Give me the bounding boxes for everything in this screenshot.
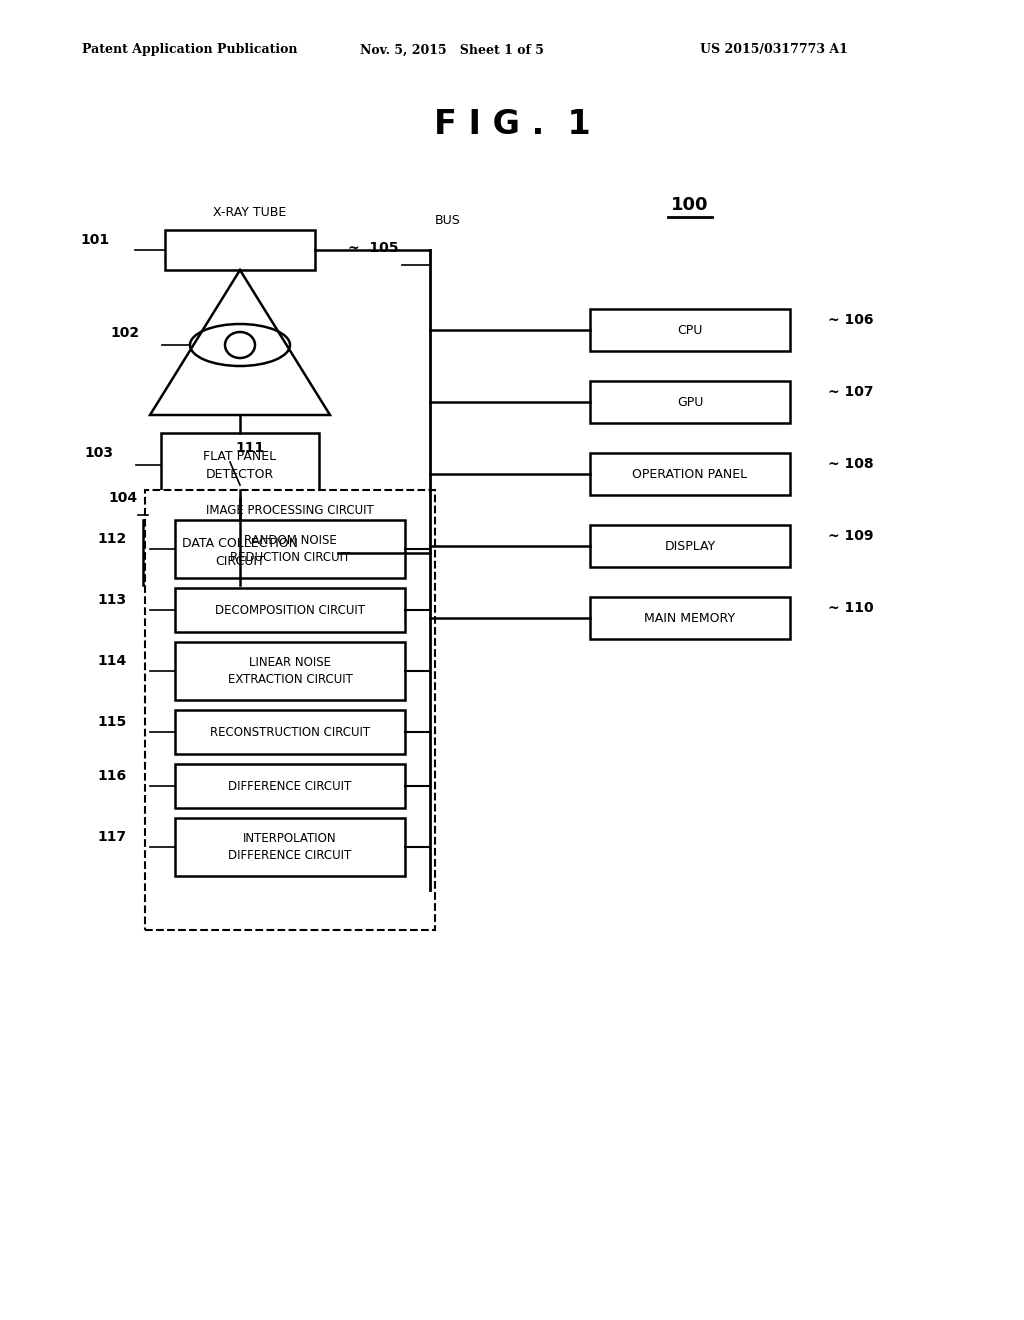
Text: INTERPOLATION
DIFFERENCE CIRCUIT: INTERPOLATION DIFFERENCE CIRCUIT bbox=[228, 832, 351, 862]
Bar bbox=[165, 230, 315, 271]
Text: ~ 110: ~ 110 bbox=[828, 601, 873, 615]
Text: 113: 113 bbox=[98, 593, 127, 607]
Text: 115: 115 bbox=[97, 715, 127, 729]
Text: LINEAR NOISE
EXTRACTION CIRCUIT: LINEAR NOISE EXTRACTION CIRCUIT bbox=[227, 656, 352, 686]
Text: RANDOM NOISE
REDUCTION CIRCUIT: RANDOM NOISE REDUCTION CIRCUIT bbox=[229, 535, 350, 564]
Bar bbox=[175, 818, 406, 876]
Text: 103: 103 bbox=[84, 446, 113, 459]
Text: Nov. 5, 2015   Sheet 1 of 5: Nov. 5, 2015 Sheet 1 of 5 bbox=[360, 44, 544, 57]
Text: 117: 117 bbox=[98, 830, 127, 843]
Text: FLAT PANEL
DETECTOR: FLAT PANEL DETECTOR bbox=[204, 450, 276, 480]
Text: ~ 108: ~ 108 bbox=[828, 457, 873, 471]
Bar bbox=[175, 587, 406, 632]
Text: F I G .  1: F I G . 1 bbox=[434, 108, 590, 141]
Text: 104: 104 bbox=[109, 491, 137, 506]
Text: 101: 101 bbox=[81, 234, 110, 247]
Bar bbox=[175, 764, 406, 808]
Bar bbox=[590, 381, 790, 422]
Text: 114: 114 bbox=[97, 653, 127, 668]
Text: DATA COLLECTION
CIRCUIT: DATA COLLECTION CIRCUIT bbox=[182, 537, 298, 568]
Text: 111: 111 bbox=[234, 441, 264, 455]
Text: ~ 109: ~ 109 bbox=[828, 529, 873, 543]
Text: US 2015/0317773 A1: US 2015/0317773 A1 bbox=[700, 44, 848, 57]
Bar bbox=[590, 309, 790, 351]
Text: ~ 107: ~ 107 bbox=[828, 385, 873, 399]
Bar bbox=[142, 520, 338, 585]
Text: RECONSTRUCTION CIRCUIT: RECONSTRUCTION CIRCUIT bbox=[210, 726, 370, 738]
Bar bbox=[590, 597, 790, 639]
Text: GPU: GPU bbox=[677, 396, 703, 408]
Text: DISPLAY: DISPLAY bbox=[665, 540, 716, 553]
Text: IMAGE PROCESSING CIRCUIT: IMAGE PROCESSING CIRCUIT bbox=[206, 503, 374, 516]
Text: DIFFERENCE CIRCUIT: DIFFERENCE CIRCUIT bbox=[228, 780, 351, 792]
Text: MAIN MEMORY: MAIN MEMORY bbox=[644, 611, 735, 624]
Bar bbox=[145, 490, 435, 931]
Text: ~  105: ~ 105 bbox=[347, 242, 398, 255]
Bar bbox=[161, 433, 319, 498]
Text: 112: 112 bbox=[97, 532, 127, 546]
Text: Patent Application Publication: Patent Application Publication bbox=[82, 44, 298, 57]
Bar bbox=[590, 453, 790, 495]
Text: OPERATION PANEL: OPERATION PANEL bbox=[633, 467, 748, 480]
Bar bbox=[175, 520, 406, 578]
Bar bbox=[175, 710, 406, 754]
Text: 102: 102 bbox=[111, 326, 140, 341]
Text: 100: 100 bbox=[672, 195, 709, 214]
Text: X-RAY TUBE: X-RAY TUBE bbox=[213, 206, 287, 219]
Text: CPU: CPU bbox=[677, 323, 702, 337]
Text: ~ 106: ~ 106 bbox=[828, 313, 873, 327]
Text: BUS: BUS bbox=[435, 214, 461, 227]
Bar bbox=[175, 642, 406, 700]
Text: DECOMPOSITION CIRCUIT: DECOMPOSITION CIRCUIT bbox=[215, 603, 365, 616]
Bar bbox=[590, 525, 790, 568]
Text: 116: 116 bbox=[98, 770, 127, 783]
